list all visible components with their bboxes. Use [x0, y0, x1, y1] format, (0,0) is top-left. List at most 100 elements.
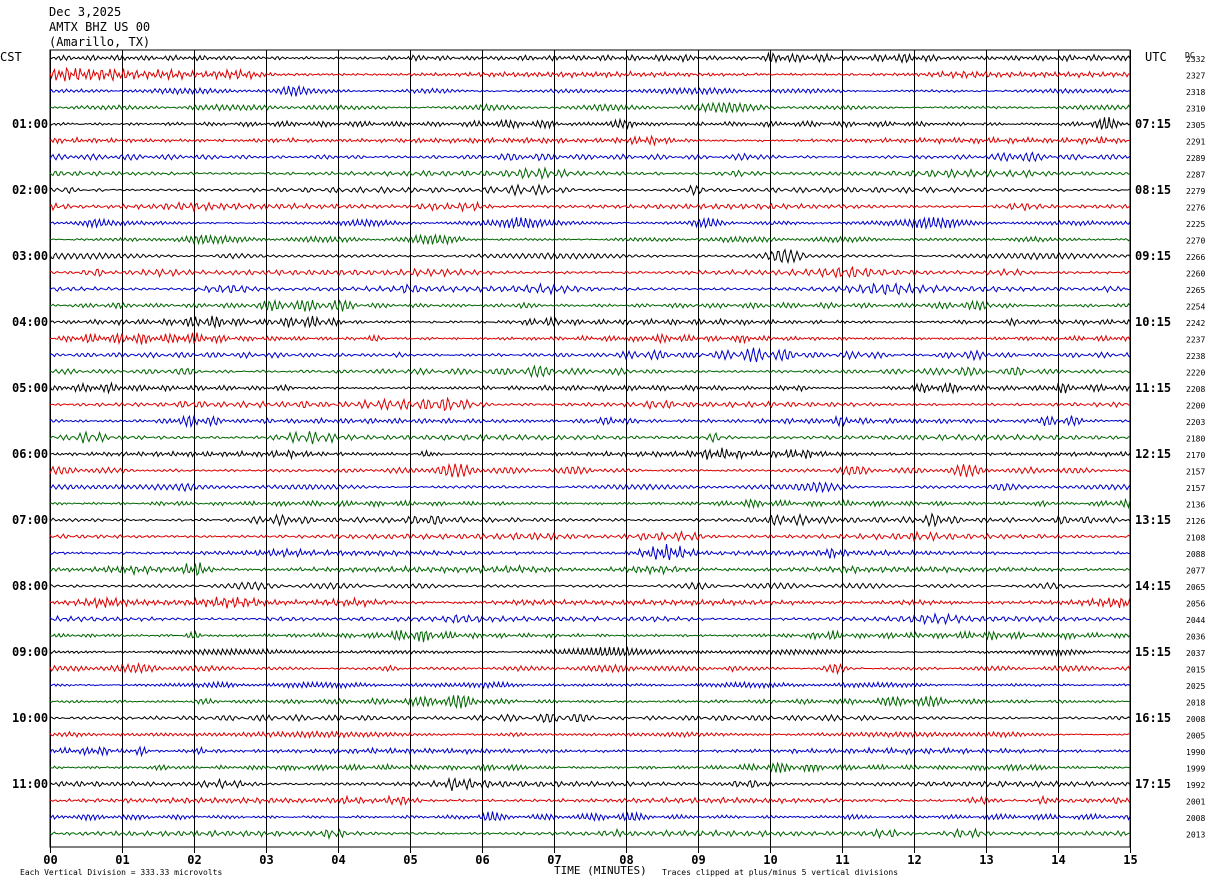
- plot-frame: [49, 49, 1131, 848]
- seismic-trace: [49, 430, 1131, 445]
- seismic-trace: [49, 713, 1131, 724]
- seismic-trace: [49, 512, 1131, 528]
- dc-offset-label: 2225: [1186, 220, 1205, 229]
- x-tick-label: 00: [43, 853, 57, 867]
- left-hour-label: 10:00: [12, 711, 48, 725]
- dc-offset-label: 2332: [1186, 55, 1205, 64]
- dc-offset-label: 2208: [1186, 385, 1205, 394]
- right-timezone-label: UTC: [1145, 50, 1167, 64]
- right-hour-label: 15:15: [1135, 645, 1171, 659]
- seismic-trace: [49, 381, 1131, 395]
- right-hour-label: 08:15: [1135, 183, 1171, 197]
- left-hour-label: 03:00: [12, 249, 48, 263]
- seismic-trace: [49, 315, 1131, 330]
- seismic-trace: [49, 248, 1131, 265]
- dc-offset-label: 2289: [1186, 154, 1205, 163]
- left-hour-label: 07:00: [12, 513, 48, 527]
- vertical-division-note: Each Vertical Division = 333.33 microvol…: [20, 868, 222, 877]
- seismic-trace: [49, 116, 1131, 131]
- seismic-trace: [49, 497, 1131, 510]
- seismic-trace: [49, 396, 1131, 412]
- left-hour-label: 09:00: [12, 645, 48, 659]
- left-hour-label: 02:00: [12, 183, 48, 197]
- seismic-trace: [49, 84, 1131, 98]
- x-tick-label: 04: [331, 853, 345, 867]
- chart-labels: 00 01 02 03 04 05 06 07 08 09 10 11 12 13 14 15 2332 2327…: [12, 55, 1205, 867]
- seismic-trace: [49, 776, 1131, 791]
- seismic-trace: [49, 282, 1131, 296]
- dc-offset-label: 2018: [1186, 699, 1205, 708]
- dc-offset-label: 2180: [1186, 435, 1205, 444]
- seismic-trace: [49, 694, 1131, 710]
- dc-offset-label: 2305: [1186, 121, 1205, 130]
- seismic-trace: [49, 51, 1131, 64]
- dc-offset-label: 2126: [1186, 517, 1205, 526]
- dc-offset-label: 2310: [1186, 105, 1205, 114]
- dc-offset-label: 1999: [1186, 765, 1205, 774]
- x-tick-label: 11: [835, 853, 849, 867]
- right-hour-label: 09:15: [1135, 249, 1171, 263]
- date-label: Dec 3,2025: [49, 5, 122, 19]
- right-hour-label: 17:15: [1135, 777, 1171, 791]
- right-hour-label: 11:15: [1135, 381, 1171, 395]
- dc-offset-label: 2056: [1186, 600, 1205, 609]
- dc-offset-label: 2279: [1186, 187, 1205, 196]
- dc-offset-label: 2065: [1186, 583, 1205, 592]
- seismic-trace: [49, 645, 1131, 657]
- seismic-trace: [49, 200, 1131, 214]
- dc-offset-label: 1992: [1186, 781, 1205, 790]
- trace-group: [49, 51, 1131, 841]
- left-hour-label: 01:00: [12, 117, 48, 131]
- dc-offset-label: 1990: [1186, 748, 1205, 757]
- seismic-trace: [49, 629, 1131, 643]
- right-hour-label: 12:15: [1135, 447, 1171, 461]
- seismic-trace: [49, 332, 1131, 346]
- seismic-trace: [49, 794, 1131, 807]
- seismic-trace: [49, 134, 1131, 147]
- left-hour-label: 11:00: [12, 777, 48, 791]
- right-hour-label: 14:15: [1135, 579, 1171, 593]
- right-hour-label: 13:15: [1135, 513, 1171, 527]
- seismic-trace: [49, 530, 1131, 543]
- x-tick-label: 02: [187, 853, 201, 867]
- seismic-trace: [49, 544, 1131, 561]
- station-label: AMTX BHZ US 00: [49, 20, 151, 34]
- dc-offset-label: 2108: [1186, 534, 1205, 543]
- dc-offset-label: 2265: [1186, 286, 1205, 295]
- dc-offset-label: 2287: [1186, 171, 1205, 180]
- seismic-trace: [49, 447, 1131, 461]
- dc-offset-label: 2013: [1186, 831, 1205, 840]
- seismic-trace: [49, 562, 1131, 577]
- seismic-trace: [49, 481, 1131, 494]
- seismic-trace: [49, 183, 1131, 197]
- dc-offset-label: 2001: [1186, 798, 1205, 807]
- seismic-trace: [49, 298, 1131, 313]
- seismic-trace: [49, 347, 1131, 363]
- seismic-trace: [49, 596, 1131, 609]
- x-tick-label: 13: [979, 853, 993, 867]
- dc-offset-label: 2088: [1186, 550, 1205, 559]
- dc-offset-label: 2157: [1186, 468, 1205, 477]
- left-hour-label: 05:00: [12, 381, 48, 395]
- dc-offset-label: 2238: [1186, 352, 1205, 361]
- clipping-note: Traces clipped at plus/minus 5 vertical …: [662, 868, 898, 877]
- seismic-trace: [49, 66, 1131, 83]
- dc-offset-label: 2037: [1186, 649, 1205, 658]
- dc-header-label: DC: [1185, 51, 1195, 60]
- seismic-trace: [49, 745, 1131, 758]
- dc-offset-label: 2005: [1186, 732, 1205, 741]
- seismic-trace: [49, 612, 1131, 626]
- dc-offset-label: 2044: [1186, 616, 1205, 625]
- left-hour-label: 06:00: [12, 447, 48, 461]
- dc-offset-label: 2200: [1186, 402, 1205, 411]
- x-tick-label: 06: [475, 853, 489, 867]
- dc-offset-label: 2266: [1186, 253, 1205, 262]
- dc-offset-label: 2237: [1186, 336, 1205, 345]
- right-hour-label: 10:15: [1135, 315, 1171, 329]
- dc-offset-label: 2203: [1186, 418, 1205, 427]
- right-hour-label: 16:15: [1135, 711, 1171, 725]
- seismic-trace: [49, 661, 1131, 676]
- dc-offset-label: 2242: [1186, 319, 1205, 328]
- dc-offset-label: 2077: [1186, 567, 1205, 576]
- location-label: (Amarillo, TX): [49, 35, 151, 49]
